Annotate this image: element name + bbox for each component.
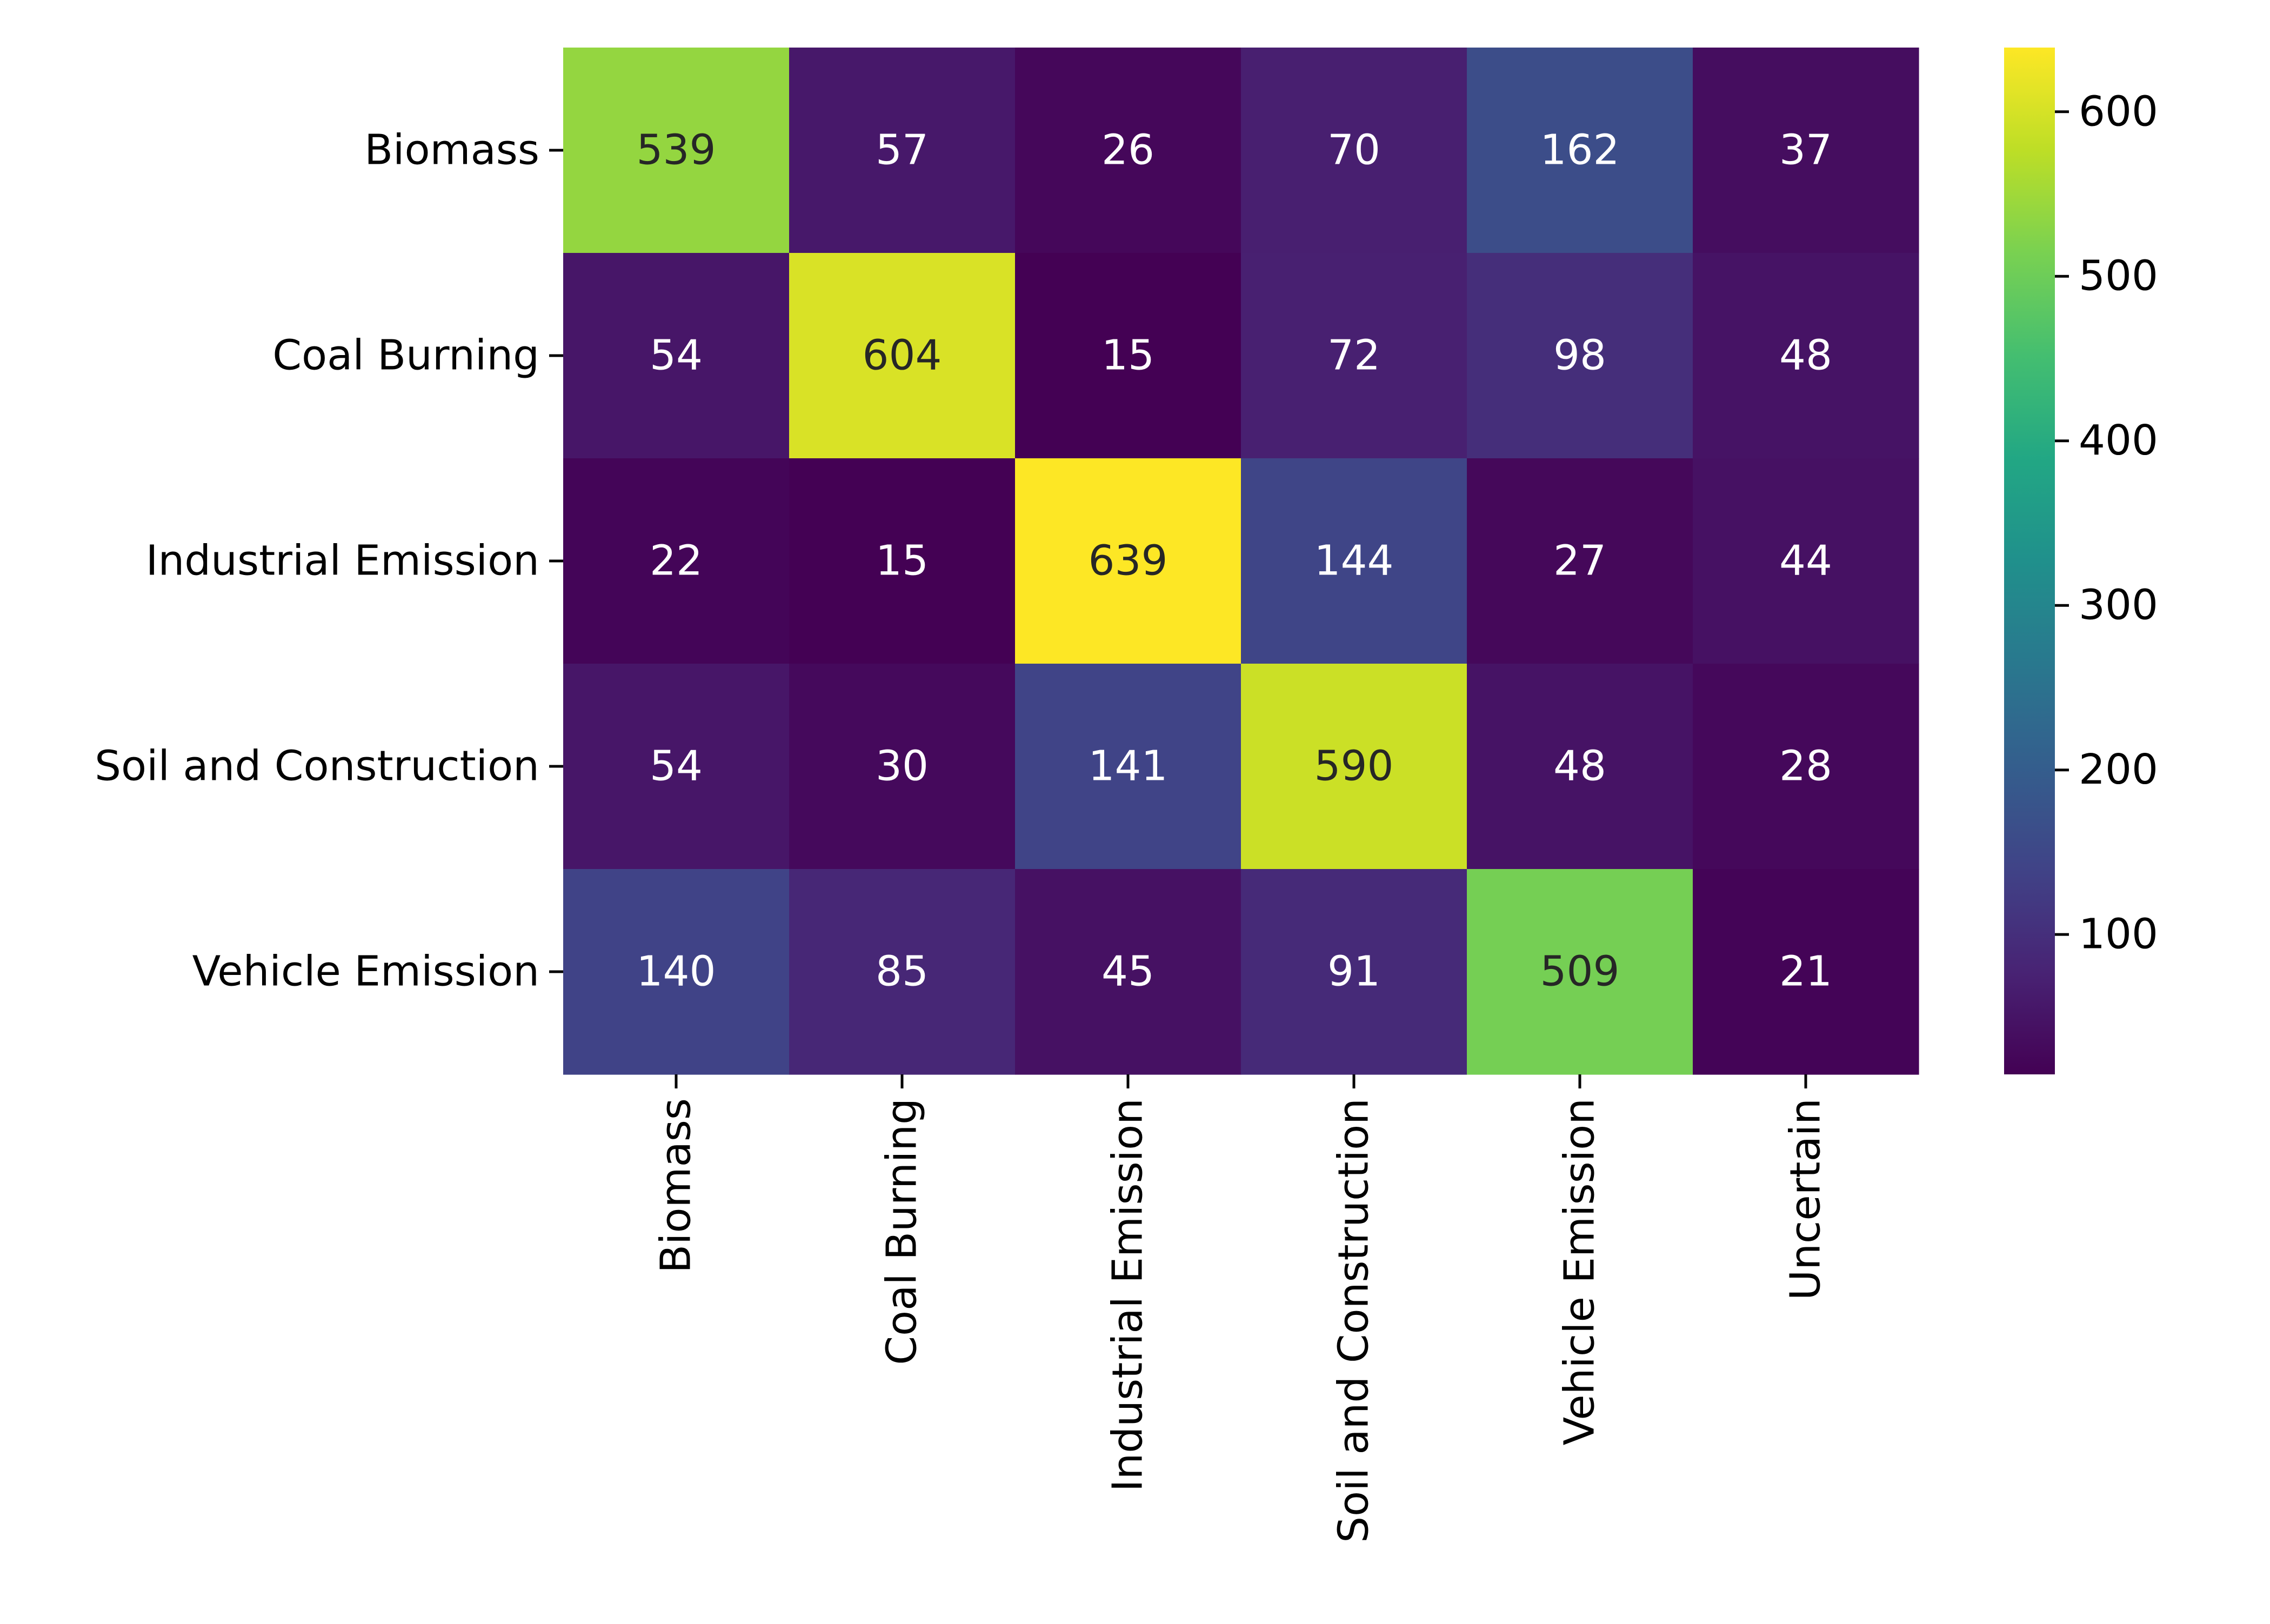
heatmap-cell-r2-c5 xyxy=(1693,458,1919,664)
heatmap-cell-r1-c5 xyxy=(1693,253,1919,459)
colorbar-tick-label: 500 xyxy=(2079,252,2158,300)
x-tick-label: Coal Burning xyxy=(878,1098,926,1365)
colorbar: 100 200 300 400 500 600 xyxy=(2004,48,2158,1074)
cell-value-label: 44 xyxy=(1779,537,1832,585)
cell-value-label: 72 xyxy=(1327,332,1380,380)
heatmap-cell-r3-c0 xyxy=(563,664,790,870)
heatmap-cell-r0-c1 xyxy=(789,48,1016,253)
heatmap-cell-r1-c3 xyxy=(1241,253,1467,459)
heatmap-cell-r2-c0 xyxy=(563,458,790,664)
heatmap-cell-r0-c5 xyxy=(1693,48,1919,253)
y-tick-label: Biomass xyxy=(364,126,539,175)
cell-value-label: 37 xyxy=(1779,126,1832,175)
cell-value-label: 22 xyxy=(650,537,703,585)
cell-value-label: 70 xyxy=(1327,126,1380,175)
heatmap-cell-r4-c1 xyxy=(789,869,1016,1075)
y-tick-label: Soil and Construction xyxy=(95,743,539,791)
cell-value-label: 54 xyxy=(650,332,703,380)
x-axis: Biomass Coal Burning Industrial Emission So… xyxy=(652,1074,1830,1543)
cell-value-label: 140 xyxy=(637,948,716,996)
x-tick-label: Industrial Emission xyxy=(1104,1098,1152,1492)
cell-value-label: 30 xyxy=(876,743,929,791)
cell-value-label: 28 xyxy=(1779,743,1832,791)
heatmap-cell-r3-c2 xyxy=(1015,664,1241,870)
y-tick-label: Vehicle Emission xyxy=(192,948,539,996)
cell-value-label: 144 xyxy=(1314,537,1394,585)
heatmap-cell-r0-c0 xyxy=(563,48,790,253)
cell-value-label: 45 xyxy=(1101,948,1154,996)
colorbar-tick-label: 300 xyxy=(2079,582,2158,630)
heatmap-cell-r4-c4 xyxy=(1467,869,1693,1075)
heatmap-cell-r2-c1 xyxy=(789,458,1016,664)
y-axis: Biomass Coal Burning Industrial Emission So… xyxy=(95,126,563,996)
cell-value-label: 57 xyxy=(876,126,929,175)
colorbar-tick-label: 400 xyxy=(2079,417,2158,465)
heatmap-cell-r4-c5 xyxy=(1693,869,1919,1075)
heatmap-cell-r4-c2 xyxy=(1015,869,1241,1075)
cell-value-label: 85 xyxy=(876,948,929,996)
cell-value-label: 98 xyxy=(1553,332,1606,380)
heatmap-cell-r3-c1 xyxy=(789,664,1016,870)
cell-value-label: 639 xyxy=(1089,537,1168,585)
cell-value-label: 48 xyxy=(1779,332,1832,380)
cell-value-label: 15 xyxy=(876,537,929,585)
cell-value-label: 15 xyxy=(1101,332,1154,380)
cell-value-label: 48 xyxy=(1553,743,1606,791)
heatmap-cell-r3-c5 xyxy=(1693,664,1919,870)
heatmap-cell-r3-c4 xyxy=(1467,664,1693,870)
heatmap-cell-r0-c2 xyxy=(1015,48,1241,253)
heatmap-cell-r3-c3 xyxy=(1241,664,1467,870)
heatmap-cell-r4-c0 xyxy=(563,869,790,1075)
heatmap-cell-r1-c0 xyxy=(563,253,790,459)
x-tick-label: Soil and Construction xyxy=(1330,1098,1378,1543)
cell-value-label: 162 xyxy=(1540,126,1620,175)
heatmap-cell-r2-c4 xyxy=(1467,458,1693,664)
x-tick-label: Biomass xyxy=(652,1098,700,1273)
colorbar-tick-label: 100 xyxy=(2079,911,2158,959)
cell-value-label: 54 xyxy=(650,743,703,791)
cell-value-label: 509 xyxy=(1540,948,1620,996)
heatmap-cell-r1-c4 xyxy=(1467,253,1693,459)
colorbar-gradient xyxy=(2004,48,2055,1074)
x-tick-label: Vehicle Emission xyxy=(1556,1098,1604,1445)
cell-value-label: 604 xyxy=(863,332,942,380)
y-tick-label: Industrial Emission xyxy=(146,537,539,585)
colorbar-tick-label: 200 xyxy=(2079,746,2158,794)
cell-annotations: 539 57 26 70 162 37 54 604 15 72 98 48 22 15 639 144 27 4… xyxy=(637,126,1832,996)
heatmap-cell-r1-c2 xyxy=(1015,253,1241,459)
cell-value-label: 590 xyxy=(1314,743,1394,791)
y-tick-label: Coal Burning xyxy=(272,332,539,380)
heatmap-cell-r2-c3 xyxy=(1241,458,1467,664)
heatmap-cell-r2-c2 xyxy=(1015,458,1241,664)
heatmap-cell-r0-c3 xyxy=(1241,48,1467,253)
heatmap-cell-r1-c1 xyxy=(789,253,1016,459)
cell-value-label: 91 xyxy=(1327,948,1380,996)
cell-value-label: 539 xyxy=(637,126,716,175)
x-tick-label: Uncertain xyxy=(1782,1098,1830,1300)
cell-value-label: 27 xyxy=(1553,537,1606,585)
cell-value-label: 26 xyxy=(1101,126,1154,175)
colorbar-tick-label: 600 xyxy=(2079,88,2158,136)
heatmap-cell-r0-c4 xyxy=(1467,48,1693,253)
cell-value-label: 21 xyxy=(1779,948,1832,996)
heatmap-cells xyxy=(563,48,1919,1075)
heatmap-cell-r4-c3 xyxy=(1241,869,1467,1075)
cell-value-label: 141 xyxy=(1089,743,1168,791)
